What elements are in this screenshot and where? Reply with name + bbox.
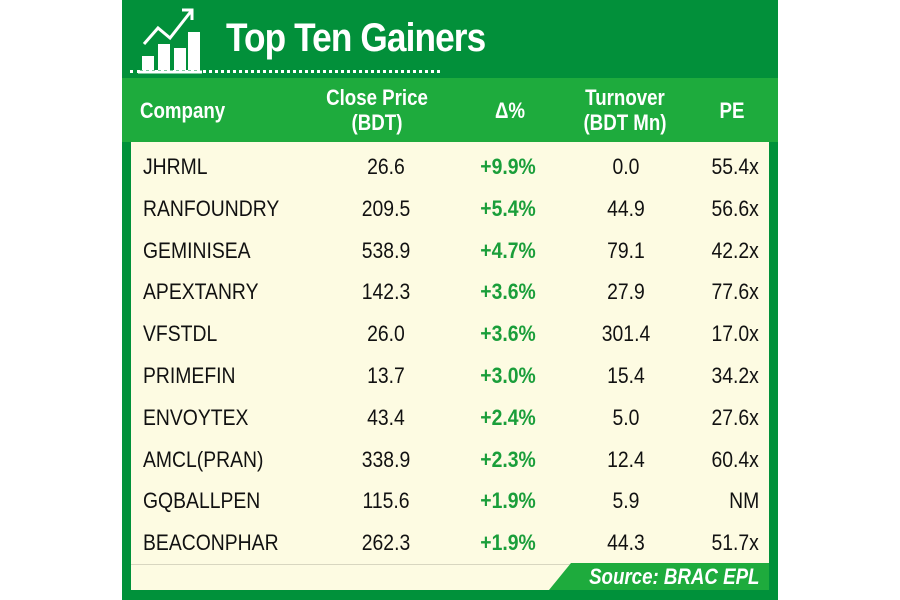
cell-close: 142.3: [361, 279, 411, 305]
cell-company: GQBALLPEN: [143, 488, 261, 514]
cell-delta: +3.0%: [480, 363, 536, 388]
table-bottom-rule: [131, 564, 691, 565]
cell-turnover: 0.0: [612, 154, 640, 179]
header-turnover: Turnover (BDT Mn): [571, 78, 678, 142]
table-row: AMCL(PRAN) 338.9 +2.3% 12.4 60.4x: [131, 439, 769, 481]
cell-delta: +3.6%: [480, 321, 536, 347]
cell-turnover: 301.4: [601, 321, 651, 347]
cell-close: 209.5: [361, 195, 411, 221]
cell-delta: +2.4%: [480, 404, 536, 430]
cell-company: PRIMEFIN: [143, 363, 236, 388]
table-row: VFSTDL 26.0 +3.6% 301.4 17.0x: [131, 313, 769, 355]
header-turnover-line2: (BDT Mn): [583, 110, 667, 135]
cell-delta: +2.3%: [480, 446, 536, 472]
cell-pe: 56.6x: [711, 195, 759, 221]
table-row: ENVOYTEX 43.4 +2.4% 5.0 27.6x: [131, 397, 769, 439]
cell-company: AMCL(PRAN): [143, 446, 264, 472]
cell-pe: 51.7x: [711, 530, 759, 556]
header-close-line1: Close Price: [326, 85, 428, 110]
cell-turnover: 15.4: [607, 363, 645, 388]
table-header: Company Close Price (BDT) Δ% Turnover (B…: [122, 78, 778, 142]
cell-delta: +1.9%: [480, 488, 536, 514]
table-row: GQBALLPEN 115.6 +1.9% 5.9 NM: [131, 480, 769, 522]
table-row: APEXTANRY 142.3 +3.6% 27.9 77.6x: [131, 271, 769, 313]
header-delta-label: Δ%: [494, 97, 526, 123]
cell-turnover: 79.1: [607, 237, 645, 263]
cell-company: ENVOYTEX: [143, 404, 249, 430]
cell-close: 43.4: [367, 404, 405, 430]
cell-turnover: 5.9: [612, 488, 640, 514]
cell-delta: +4.7%: [480, 237, 536, 263]
cell-pe: 77.6x: [711, 279, 759, 305]
cell-turnover: 12.4: [607, 446, 645, 472]
cell-pe: 60.4x: [711, 446, 759, 472]
cell-close: 13.7: [367, 363, 405, 388]
cell-turnover: 44.9: [607, 195, 645, 221]
cell-company: RANFOUNDRY: [143, 195, 280, 221]
cell-turnover: 44.3: [607, 530, 645, 556]
chart-title: Top Ten Gainers: [226, 16, 486, 60]
table-row: PRIMEFIN 13.7 +3.0% 15.4 34.2x: [131, 355, 769, 397]
cell-pe: NM: [728, 488, 759, 514]
cell-pe: 42.2x: [711, 237, 759, 263]
header-pe-label: PE: [719, 97, 745, 123]
cell-company: GEMINISEA: [143, 237, 251, 263]
title-bar: Top Ten Gainers: [122, 0, 778, 78]
header-close-price: Close Price (BDT): [322, 78, 433, 142]
cell-company: APEXTANRY: [143, 279, 259, 305]
cell-close: 262.3: [361, 530, 411, 556]
rising-bar-chart-icon: [138, 8, 202, 74]
header-company: Company: [140, 78, 225, 142]
cell-delta: +1.9%: [480, 530, 536, 556]
cell-turnover: 27.9: [607, 279, 645, 305]
cell-close: 26.6: [367, 154, 405, 179]
table-row: JHRML 26.6 +9.9% 0.0 55.4x: [131, 146, 769, 188]
cell-close: 338.9: [361, 446, 411, 472]
source-text: Source: BRAC EPL: [588, 564, 759, 589]
cell-delta: +5.4%: [480, 195, 536, 221]
header-turnover-line1: Turnover: [585, 85, 665, 110]
cell-close: 115.6: [362, 488, 410, 514]
table-body: Source: BRAC EPL JHRML 26.6 +9.9% 0.0 55.4x R…: [131, 142, 769, 590]
title-dotted-underline: [130, 70, 440, 73]
cell-pe: 34.2x: [711, 363, 759, 388]
cell-close: 26.0: [367, 321, 405, 347]
header-pe: PE: [707, 78, 758, 142]
table-row: BEACONPHAR 262.3 +1.9% 44.3 51.7x: [131, 522, 769, 564]
header-close-line2: (BDT): [351, 110, 403, 135]
table-row: RANFOUNDRY 209.5 +5.4% 44.9 56.6x: [131, 188, 769, 230]
cell-delta: +3.6%: [480, 279, 536, 305]
cell-pe: 17.0x: [711, 321, 759, 347]
source-label: Source: BRAC EPL: [549, 563, 769, 590]
cell-pe: 55.4x: [711, 154, 759, 179]
cell-pe: 27.6x: [711, 404, 759, 430]
header-company-label: Company: [140, 97, 226, 123]
gainers-panel: Top Ten Gainers Company Close Price (BDT…: [122, 0, 778, 600]
cell-delta: +9.9%: [480, 154, 536, 179]
cell-turnover: 5.0: [612, 404, 640, 430]
cell-company: BEACONPHAR: [143, 530, 279, 556]
cell-company: JHRML: [143, 154, 208, 179]
header-delta: Δ%: [469, 78, 551, 142]
cell-close: 538.9: [361, 237, 411, 263]
cell-company: VFSTDL: [143, 321, 218, 347]
table-row: GEMINISEA 538.9 +4.7% 79.1 42.2x: [131, 230, 769, 272]
